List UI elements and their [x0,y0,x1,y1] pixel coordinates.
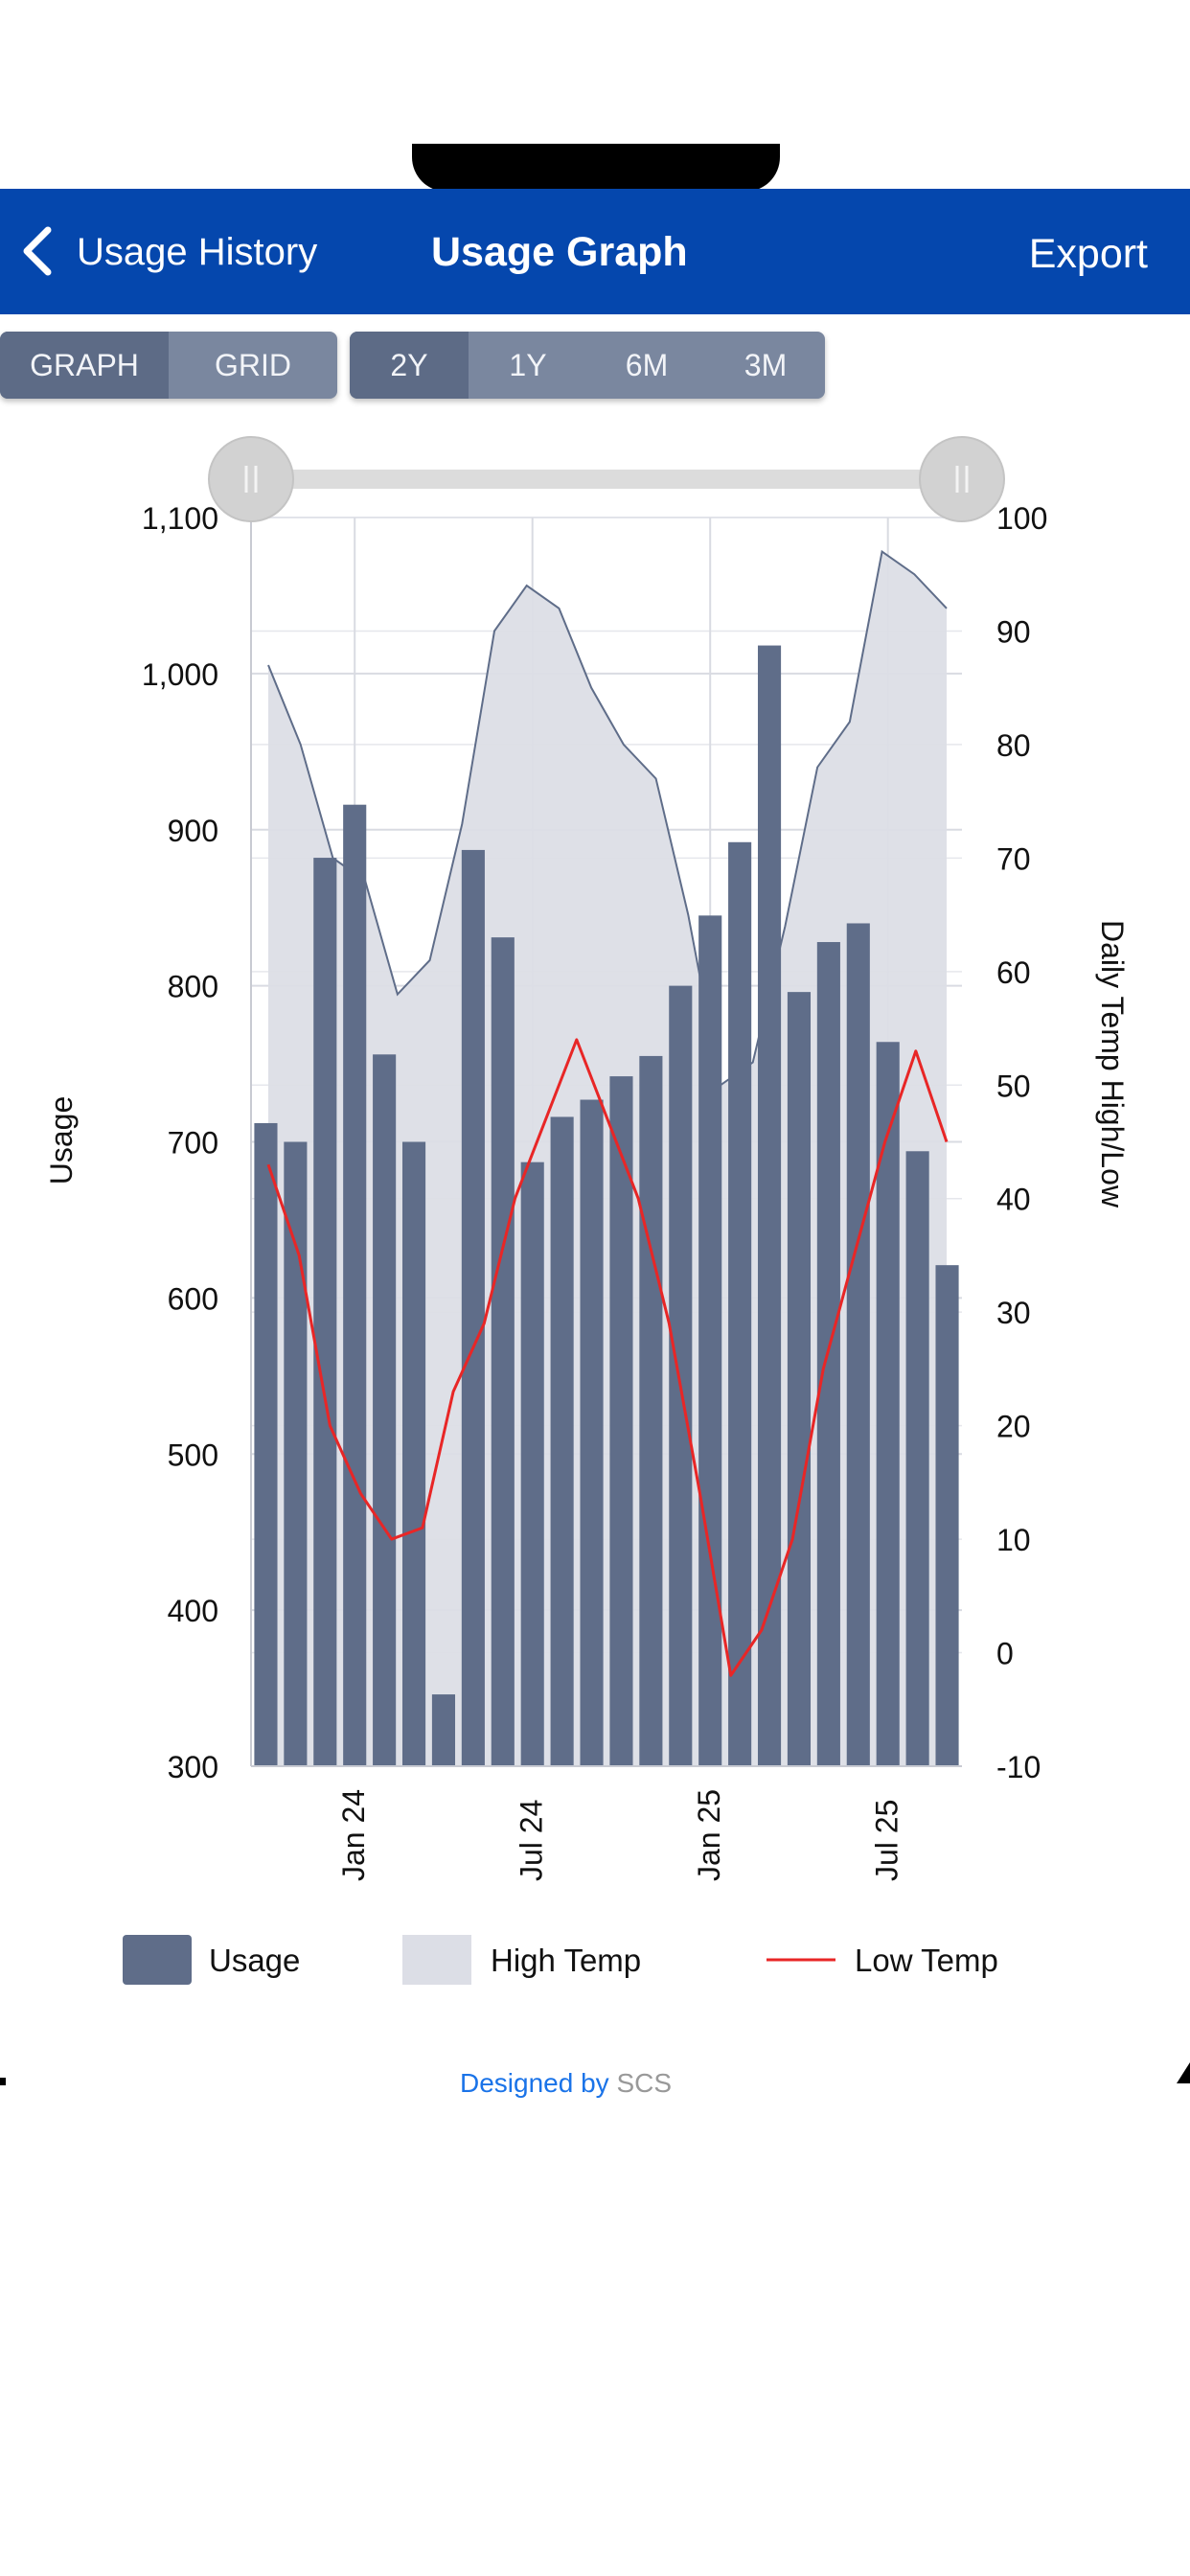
usage-bar [491,937,515,1766]
usage-bar [905,1151,929,1766]
footer-brand: SCS [616,2068,673,2098]
usage-bar [313,858,337,1766]
back-button[interactable] [8,220,65,282]
legend-swatch-usage [123,1935,192,1985]
page-title: Usage Graph [431,229,688,275]
usage-bars [254,645,959,1766]
tab-graph[interactable]: GRAPH [0,332,169,399]
screen-corner-left [0,2078,6,2085]
y2-tick-label: 80 [996,728,1031,763]
high-temp-line [267,549,948,1087]
x-tick-label: Jul 25 [870,1800,904,1881]
y2-tick-label: 100 [996,501,1047,536]
usage-bar [669,985,693,1766]
y2-tick-label: 70 [996,841,1031,876]
y-tick-label: 1,100 [142,501,218,536]
usage-bar [639,1055,663,1766]
y-tick-label: 600 [168,1281,218,1316]
x-tick-label: Jul 24 [515,1800,549,1881]
high-temp-area [267,549,948,1766]
screen-corner-right [1177,2062,1190,2083]
usage-bar [461,849,485,1766]
y2-tick-label: 60 [996,955,1031,990]
usage-bar [580,1099,604,1766]
usage-bar [846,923,870,1766]
legend-label-low-temp: Low Temp [855,1943,998,1978]
y2-tick-label: 20 [996,1410,1031,1444]
range-toggle: 2Y 1Y 6M 3M [350,332,825,399]
nav-bar: Usage History Usage Graph Export [0,189,1190,314]
usage-bar [254,1122,278,1766]
tab-range-2y[interactable]: 2Y [350,332,469,399]
usage-bar [787,992,812,1766]
usage-bar [284,1141,308,1766]
y2-axis-title: Daily Temp High/Low [1095,920,1130,1208]
range-slider [208,436,1005,522]
low-temp-line [266,1038,949,1677]
usage-chart-container: 300 400 500 600 700 800 900 1,000 1,100 -10 0 10 20 3… [0,402,1190,2012]
legend-label-usage: Usage [209,1943,300,1978]
tab-range-1y[interactable]: 1Y [509,347,547,382]
legend-label-high-temp: High Temp [491,1943,641,1978]
y2-tick-label: 0 [996,1637,1014,1671]
y-tick-label: 300 [168,1750,218,1784]
slider-knob-circle[interactable] [208,436,294,522]
y2-tick-label: 10 [996,1523,1031,1557]
y-tick-label: 900 [168,814,218,848]
high-temp-fill [268,551,947,1766]
chart-axes: 300 400 500 600 700 800 900 1,000 1,100 -10 0 10 20 3… [44,501,1130,1881]
slider-handle-start[interactable] [208,436,294,522]
usage-bar [609,1076,633,1766]
usage-bar [935,1265,959,1766]
export-button[interactable]: Export [1028,231,1148,277]
y2-tick-label: 30 [996,1296,1031,1330]
view-toggle: GRAPH GRID [0,332,337,399]
y2-tick-label: 40 [996,1183,1031,1217]
usage-bar [343,804,367,1766]
footer-prefix: Designed by [460,2068,609,2098]
y-axis-title: Usage [44,1096,79,1185]
x-tick-label: Jan 24 [336,1789,371,1881]
x-tick-label: Jan 25 [692,1789,726,1881]
usage-chart: 300 400 500 600 700 800 900 1,000 1,100 -10 0 10 20 3… [44,436,1130,1985]
slider-track[interactable] [251,470,960,489]
y-tick-label: 800 [168,970,218,1004]
y-tick-label: 500 [168,1438,218,1472]
device-notch [412,144,780,192]
usage-bar [757,645,782,1766]
tab-grid[interactable]: GRID [215,347,291,382]
usage-bar [698,915,722,1766]
tab-range-3m[interactable]: 3M [744,347,788,382]
usage-bar [520,1162,544,1766]
y-tick-label: 700 [168,1126,218,1161]
usage-bar [401,1141,426,1766]
y2-tick-label: 90 [996,614,1031,649]
usage-bar [550,1116,574,1766]
usage-bar [373,1054,397,1766]
usage-bar [728,841,752,1766]
slider-handle-end[interactable] [919,436,1005,522]
tab-range-6m[interactable]: 6M [625,347,669,382]
slider-knob-circle[interactable] [919,436,1005,522]
y2-tick-label: 50 [996,1069,1031,1103]
y2-tick-label: -10 [996,1750,1041,1784]
footer-credit: Designed by SCS [460,2068,672,2099]
y-tick-label: 400 [168,1594,218,1628]
chevron-left-icon [23,226,52,276]
low-temp-polyline [266,1038,949,1677]
usage-bar [431,1694,456,1766]
legend-swatch-high-temp [402,1935,471,1985]
back-label[interactable]: Usage History [77,231,318,273]
usage-bar [876,1042,900,1766]
chart-legend: Usage High Temp Low Temp [123,1935,998,1985]
y-tick-label: 1,000 [142,657,218,692]
